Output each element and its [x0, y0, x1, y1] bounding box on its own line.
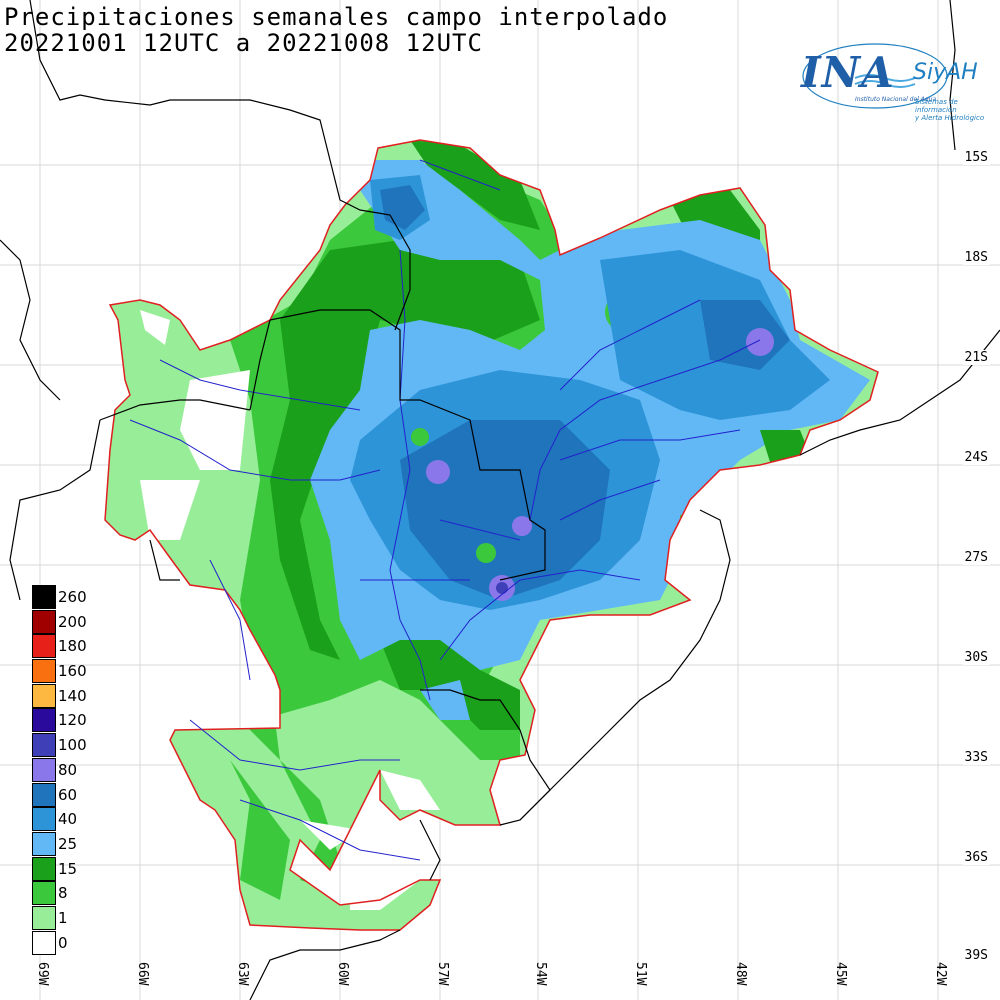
legend-label: 60: [58, 785, 78, 804]
lat-label-15s: 15S: [962, 150, 990, 165]
logo-institute-text: Instituto Nacional del Agua: [855, 96, 937, 103]
legend-swatch: [32, 930, 56, 955]
lat-label-33s: 33S: [962, 750, 990, 765]
legend-label: 1: [58, 908, 68, 927]
lon-label-48w: 48W: [733, 962, 748, 986]
legend-swatch: [32, 609, 56, 634]
legend-swatch: [32, 585, 56, 609]
lon-label-51w: 51W: [633, 962, 648, 986]
lon-label-69w: 69W: [35, 962, 50, 986]
logo-siyah-text: SiyAH: [913, 60, 978, 85]
basin-outline: [104, 139, 879, 931]
legend-swatch: [32, 708, 56, 733]
logo-system-desc-2: y Alerta Hidrológico: [915, 114, 985, 122]
lon-label-60w: 60W: [335, 962, 350, 986]
legend-label: 120: [58, 711, 87, 730]
legend-label: 25: [58, 834, 78, 853]
lon-label-63w: 63W: [235, 962, 250, 986]
logo-swoosh-icon: [802, 43, 948, 109]
rivers: [129, 159, 761, 861]
legend-swatch: [32, 634, 56, 659]
legend-swatch: [32, 856, 56, 881]
lat-label-39s: 39S: [962, 948, 990, 963]
lon-label-42w: 42W: [933, 962, 948, 986]
legend-swatch: [32, 881, 56, 906]
legend-label: 180: [58, 637, 87, 656]
lon-label-66w: 66W: [135, 962, 150, 986]
lon-label-45w: 45W: [833, 962, 848, 986]
legend-swatch: [32, 905, 56, 930]
lat-label-18s: 18S: [962, 250, 990, 265]
legend-swatch: [32, 782, 56, 807]
logo-system-description: Sistemas de información y Alerta Hidroló…: [915, 98, 995, 122]
ina-siyah-logo: INA SiyAH Instituto Nacional del Agua Si…: [795, 36, 995, 126]
map-date-range: 20221001 12UTC a 20221008 12UTC: [4, 29, 483, 57]
legend-label: 140: [58, 686, 87, 705]
logo-ina-text: INA: [801, 48, 895, 97]
map-title: Precipitaciones semanales campo interpol…: [4, 3, 669, 31]
legend-label: 0: [58, 933, 68, 952]
legend-label: 80: [58, 760, 78, 779]
legend-swatch: [32, 757, 56, 782]
legend-label: 15: [58, 859, 78, 878]
lat-label-30s: 30S: [962, 650, 990, 665]
legend-label: 40: [58, 810, 78, 829]
legend-swatch: [32, 683, 56, 708]
lat-label-21s: 21S: [962, 350, 990, 365]
legend-label: 8: [58, 884, 68, 903]
legend-label: 160: [58, 662, 87, 681]
lat-label-36s: 36S: [962, 850, 990, 865]
legend-swatch: [32, 807, 56, 832]
lon-label-54w: 54W: [533, 962, 548, 986]
legend-swatch: [32, 659, 56, 684]
legend-label: 260: [58, 588, 87, 606]
legend-swatch: [32, 831, 56, 856]
legend-swatch: [32, 733, 56, 758]
legend-label: 100: [58, 736, 87, 755]
logo-system-desc-1: Sistemas de información: [915, 98, 958, 114]
lon-label-57w: 57W: [435, 962, 450, 986]
lat-label-24s: 24S: [962, 450, 990, 465]
lat-label-27s: 27S: [962, 550, 990, 565]
legend-label: 200: [58, 612, 87, 631]
